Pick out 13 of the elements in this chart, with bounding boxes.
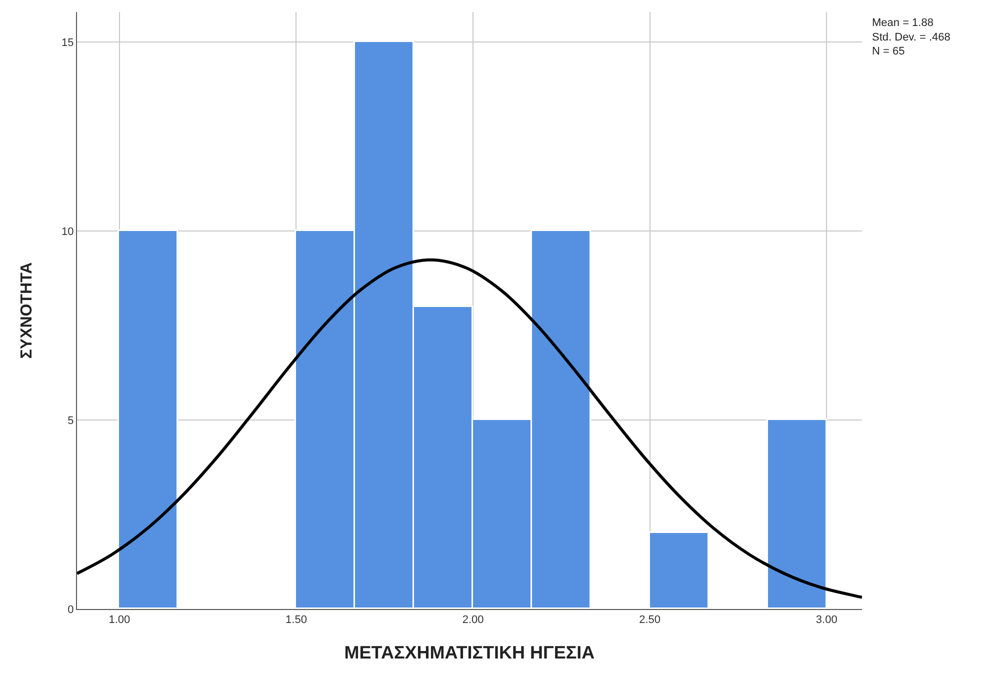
y-tick-label: 10 [62,226,74,238]
text: Mean = 1.88 Std. Dev. = .468 N = 65 [872,17,950,58]
y-tick-label: 5 [68,414,74,427]
y-tick-label: 0 [68,604,74,616]
x-tick-label: 2.50 [639,614,661,626]
y-axis-title: ΣΥΧΝΟΤΗΤΑ [18,262,36,359]
line-series [77,258,862,599]
x-tick-label: 1.00 [108,614,130,626]
x-axis-title: ΜΕΤΑΣΧΗΜΑΤΙΣΤΙΚΗ ΗΓΕΣΙΑ [344,642,595,662]
x-tick-label: 1.50 [286,614,307,626]
x-tick-label: 2.00 [462,614,484,626]
y-tick-label: 15 [62,37,74,50]
x-tick-label: 3.00 [816,614,838,626]
